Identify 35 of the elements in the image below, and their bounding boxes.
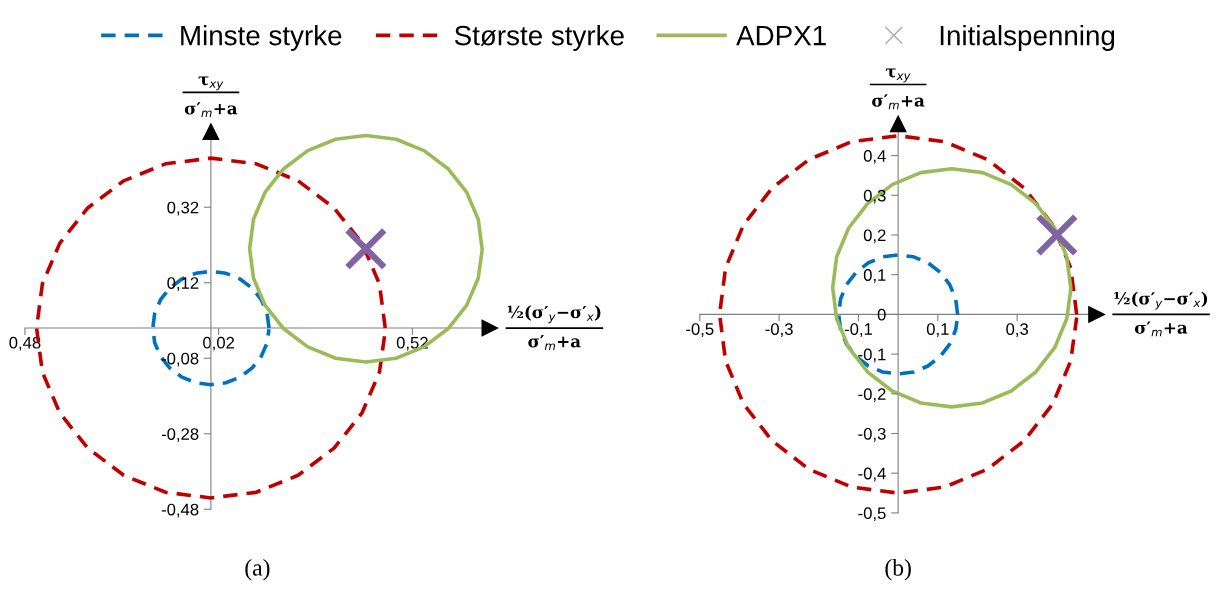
y-tick-label: 0,12 bbox=[167, 277, 199, 291]
line-series bbox=[836, 253, 960, 376]
y-tick-label: 0 bbox=[877, 308, 886, 321]
text: (a) bbox=[245, 559, 270, 581]
line-series bbox=[830, 166, 1073, 409]
y-tick-label: 0,2 bbox=[863, 229, 886, 244]
y-tick-label: -0,2 bbox=[858, 388, 886, 402]
y-tick-label: 0,1 bbox=[863, 269, 886, 283]
legend-label: ADPX1 bbox=[736, 26, 826, 46]
line-series bbox=[247, 133, 484, 364]
x-tick-label: -0,1 bbox=[844, 323, 873, 337]
y-tick-label: -0,3 bbox=[858, 427, 886, 442]
text: ½(σ′$_{y}$−σ′$_{x}$) σ′$_{m}$+a bbox=[1114, 291, 1208, 337]
y-tick-label: -0,5 bbox=[858, 507, 886, 522]
legend-label: Minste styrke bbox=[181, 25, 342, 51]
y-tick-label: -0,48 bbox=[161, 503, 199, 518]
y-tick-label: -0,1 bbox=[858, 348, 886, 363]
y-tick-label: -0,28 bbox=[161, 428, 199, 442]
text: (b) bbox=[885, 559, 911, 581]
text: τ$_{xy}$ σ′$_{m}$+a bbox=[184, 76, 238, 118]
x-tick-label: -0,5 bbox=[686, 323, 714, 337]
text: ½(σ′$_{y}$−σ′$_{x}$) σ′$_{m}$+a bbox=[507, 305, 601, 350]
x-tick-label: 0,1 bbox=[926, 323, 949, 337]
legend-label: Initialspenning bbox=[940, 25, 1115, 51]
y-tick-label: -0,4 bbox=[858, 467, 886, 482]
y-tick-label: -0,08 bbox=[161, 352, 199, 367]
y-tick-label: 0,4 bbox=[863, 149, 886, 164]
x-tick-label: 0,3 bbox=[1006, 323, 1029, 337]
line-series bbox=[150, 269, 271, 387]
line-series bbox=[717, 133, 1079, 495]
x-tick-label: 0,02 bbox=[203, 336, 235, 351]
legend-label: Største styrke bbox=[454, 25, 624, 51]
x-tick-label: -0,3 bbox=[765, 323, 793, 337]
text: τ$_{xy}$ σ′$_{m}$+a bbox=[872, 68, 925, 110]
y-tick-label: 0,32 bbox=[167, 201, 199, 216]
